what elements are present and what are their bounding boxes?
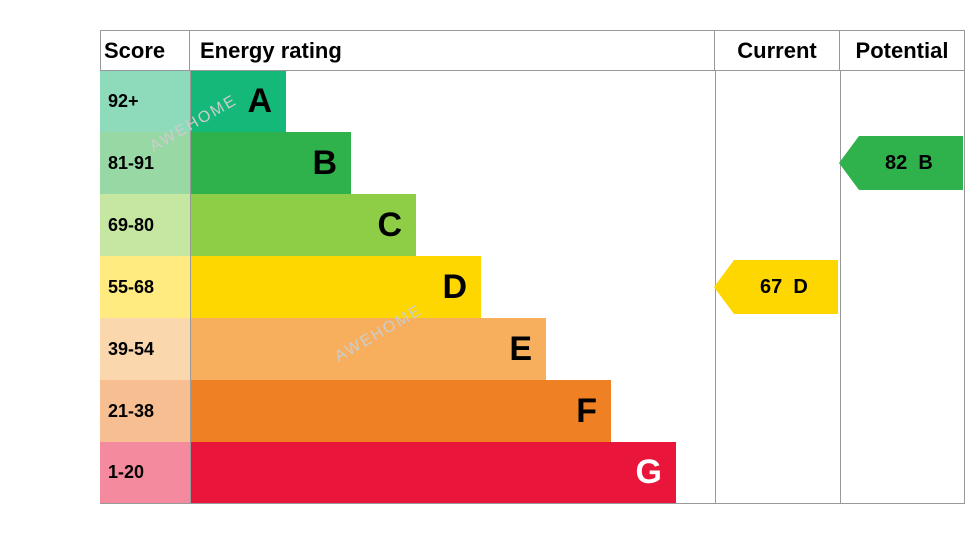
score-range: 21-38 [100, 380, 190, 442]
rating-cell: C [190, 194, 715, 256]
score-range: 69-80 [100, 194, 190, 256]
current-cell: 67 D [715, 256, 840, 318]
band-row-d: 55-68D 67 D [100, 256, 965, 318]
rating-bar-d: D [191, 256, 481, 318]
rating-bar-g: G [191, 442, 676, 503]
band-row-b: 81-91B 82 B [100, 132, 965, 194]
header-potential: Potential [840, 30, 965, 70]
band-row-e: 39-54E [100, 318, 965, 380]
rating-cell: F [190, 380, 715, 442]
rating-cell: G [190, 442, 715, 504]
current-cell [715, 318, 840, 380]
rating-cell: B [190, 132, 715, 194]
band-row-f: 21-38F [100, 380, 965, 442]
rating-bar-c: C [191, 194, 416, 256]
rating-cell: E [190, 318, 715, 380]
potential-cell [840, 194, 965, 256]
header-current: Current [715, 30, 840, 70]
potential-marker: 82 B [859, 136, 963, 190]
score-range: 81-91 [100, 132, 190, 194]
score-range: 55-68 [100, 256, 190, 318]
bands-area: 92+A81-91B82 B69-80C55-68D67 D39-54E21-3… [100, 70, 965, 504]
potential-cell [840, 70, 965, 132]
potential-cell [840, 380, 965, 442]
current-cell [715, 132, 840, 194]
rating-cell: D [190, 256, 715, 318]
score-range: 92+ [100, 70, 190, 132]
header-row: Score Energy rating Current Potential [100, 30, 965, 70]
band-row-c: 69-80C [100, 194, 965, 256]
energy-rating-chart: Score Energy rating Current Potential 92… [100, 30, 965, 504]
potential-cell [840, 318, 965, 380]
current-cell [715, 194, 840, 256]
potential-cell [840, 442, 965, 504]
potential-cell: 82 B [840, 132, 965, 194]
potential-cell [840, 256, 965, 318]
rating-cell: A [190, 70, 715, 132]
band-row-g: 1-20G [100, 442, 965, 504]
rating-bar-b: B [191, 132, 351, 194]
header-rating: Energy rating [190, 30, 715, 70]
current-cell [715, 442, 840, 504]
score-range: 1-20 [100, 442, 190, 504]
rating-bar-e: E [191, 318, 546, 380]
current-marker: 67 D [734, 260, 838, 314]
current-cell [715, 380, 840, 442]
rating-bar-f: F [191, 380, 611, 442]
header-score: Score [100, 30, 190, 70]
band-row-a: 92+A [100, 70, 965, 132]
score-range: 39-54 [100, 318, 190, 380]
rating-bar-a: A [191, 71, 286, 132]
current-cell [715, 70, 840, 132]
